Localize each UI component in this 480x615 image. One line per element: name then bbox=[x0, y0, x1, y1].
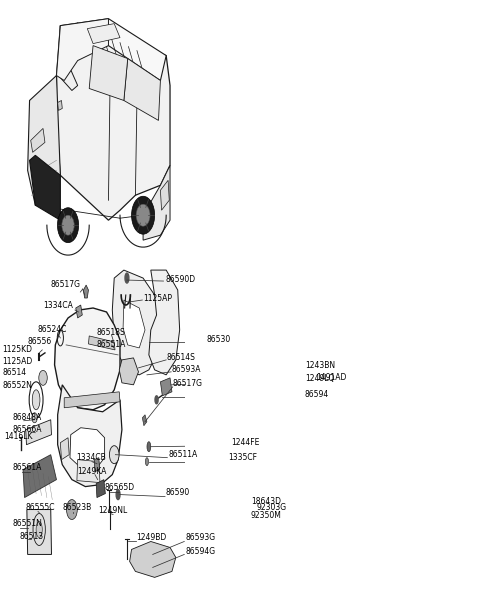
Polygon shape bbox=[94, 458, 100, 472]
Text: 86514: 86514 bbox=[2, 368, 27, 378]
Polygon shape bbox=[88, 336, 115, 350]
Polygon shape bbox=[59, 26, 78, 90]
Polygon shape bbox=[130, 541, 176, 577]
Polygon shape bbox=[119, 358, 138, 385]
Text: 1243BN: 1243BN bbox=[305, 362, 335, 370]
Text: 1125KD: 1125KD bbox=[2, 346, 33, 354]
Text: 1125AP: 1125AP bbox=[143, 293, 172, 303]
Text: 86590: 86590 bbox=[166, 488, 190, 497]
Polygon shape bbox=[57, 18, 108, 81]
Polygon shape bbox=[60, 438, 69, 459]
Polygon shape bbox=[160, 378, 172, 396]
Polygon shape bbox=[112, 270, 160, 375]
Text: 86513: 86513 bbox=[19, 532, 43, 541]
Polygon shape bbox=[26, 420, 51, 445]
Text: 86518S: 86518S bbox=[96, 328, 125, 338]
Polygon shape bbox=[87, 23, 120, 44]
Ellipse shape bbox=[132, 196, 155, 234]
Ellipse shape bbox=[205, 512, 218, 526]
Ellipse shape bbox=[58, 208, 79, 243]
Polygon shape bbox=[55, 308, 120, 410]
Polygon shape bbox=[57, 26, 170, 220]
Ellipse shape bbox=[62, 215, 74, 235]
Text: 86514S: 86514S bbox=[167, 354, 195, 362]
Polygon shape bbox=[143, 415, 147, 426]
Circle shape bbox=[36, 522, 42, 538]
Text: 1249KA: 1249KA bbox=[78, 467, 107, 476]
Text: 1249NL: 1249NL bbox=[98, 506, 128, 515]
Text: 86517G: 86517G bbox=[51, 280, 81, 288]
Text: 1491AD: 1491AD bbox=[316, 373, 347, 383]
Text: 86561A: 86561A bbox=[12, 463, 42, 472]
Polygon shape bbox=[149, 270, 180, 375]
Ellipse shape bbox=[109, 446, 119, 464]
Polygon shape bbox=[123, 300, 145, 348]
Text: 86551A: 86551A bbox=[96, 341, 125, 349]
Text: 86590D: 86590D bbox=[166, 274, 195, 284]
Text: 86551N: 86551N bbox=[12, 519, 42, 528]
Polygon shape bbox=[30, 156, 60, 220]
Text: 18643D: 18643D bbox=[251, 497, 281, 506]
Text: 1334CB: 1334CB bbox=[76, 453, 106, 462]
Text: 86565D: 86565D bbox=[105, 483, 135, 492]
Text: 1249LQ: 1249LQ bbox=[305, 375, 334, 383]
Text: 1416LK: 1416LK bbox=[4, 432, 33, 441]
Polygon shape bbox=[70, 427, 105, 467]
Polygon shape bbox=[58, 385, 122, 486]
Text: 1334CA: 1334CA bbox=[44, 301, 73, 309]
Polygon shape bbox=[76, 305, 82, 318]
Circle shape bbox=[125, 273, 129, 283]
Text: 1335CF: 1335CF bbox=[228, 453, 257, 462]
Text: 86556: 86556 bbox=[28, 338, 52, 346]
Text: 92350M: 92350M bbox=[251, 511, 282, 520]
Polygon shape bbox=[60, 18, 166, 81]
Text: 86848A: 86848A bbox=[12, 413, 41, 423]
Ellipse shape bbox=[136, 204, 150, 226]
Polygon shape bbox=[31, 129, 45, 153]
Text: 92303G: 92303G bbox=[257, 503, 287, 512]
Circle shape bbox=[116, 490, 120, 499]
Text: 86530: 86530 bbox=[206, 335, 231, 344]
Text: 86555C: 86555C bbox=[26, 503, 55, 512]
Polygon shape bbox=[143, 165, 170, 240]
Polygon shape bbox=[89, 46, 128, 100]
Text: 1249BD: 1249BD bbox=[136, 533, 167, 542]
Circle shape bbox=[155, 396, 158, 404]
Polygon shape bbox=[58, 100, 62, 111]
Text: 86593G: 86593G bbox=[185, 533, 215, 542]
Polygon shape bbox=[23, 454, 57, 498]
Text: 86517G: 86517G bbox=[173, 379, 203, 388]
Text: 86594: 86594 bbox=[305, 391, 329, 399]
Circle shape bbox=[32, 390, 40, 410]
Text: 86566A: 86566A bbox=[12, 425, 42, 434]
Text: 86511A: 86511A bbox=[168, 450, 197, 459]
Text: 86552N: 86552N bbox=[2, 381, 33, 391]
Ellipse shape bbox=[67, 499, 77, 520]
Text: 86524C: 86524C bbox=[37, 325, 67, 335]
Polygon shape bbox=[96, 480, 106, 498]
Polygon shape bbox=[160, 180, 169, 210]
Polygon shape bbox=[77, 459, 100, 483]
Polygon shape bbox=[64, 392, 120, 408]
Polygon shape bbox=[240, 498, 255, 522]
Polygon shape bbox=[27, 510, 51, 555]
Text: 1244FE: 1244FE bbox=[232, 438, 260, 447]
Circle shape bbox=[145, 458, 148, 466]
Text: 1125AD: 1125AD bbox=[2, 357, 33, 367]
Polygon shape bbox=[124, 58, 160, 121]
Text: 86593A: 86593A bbox=[171, 365, 201, 375]
Ellipse shape bbox=[32, 413, 37, 423]
Circle shape bbox=[147, 442, 151, 451]
Polygon shape bbox=[84, 285, 88, 298]
Text: 86523B: 86523B bbox=[62, 503, 92, 512]
Polygon shape bbox=[28, 76, 60, 205]
Text: 86594G: 86594G bbox=[185, 547, 215, 556]
Ellipse shape bbox=[39, 370, 47, 386]
Ellipse shape bbox=[201, 496, 216, 509]
